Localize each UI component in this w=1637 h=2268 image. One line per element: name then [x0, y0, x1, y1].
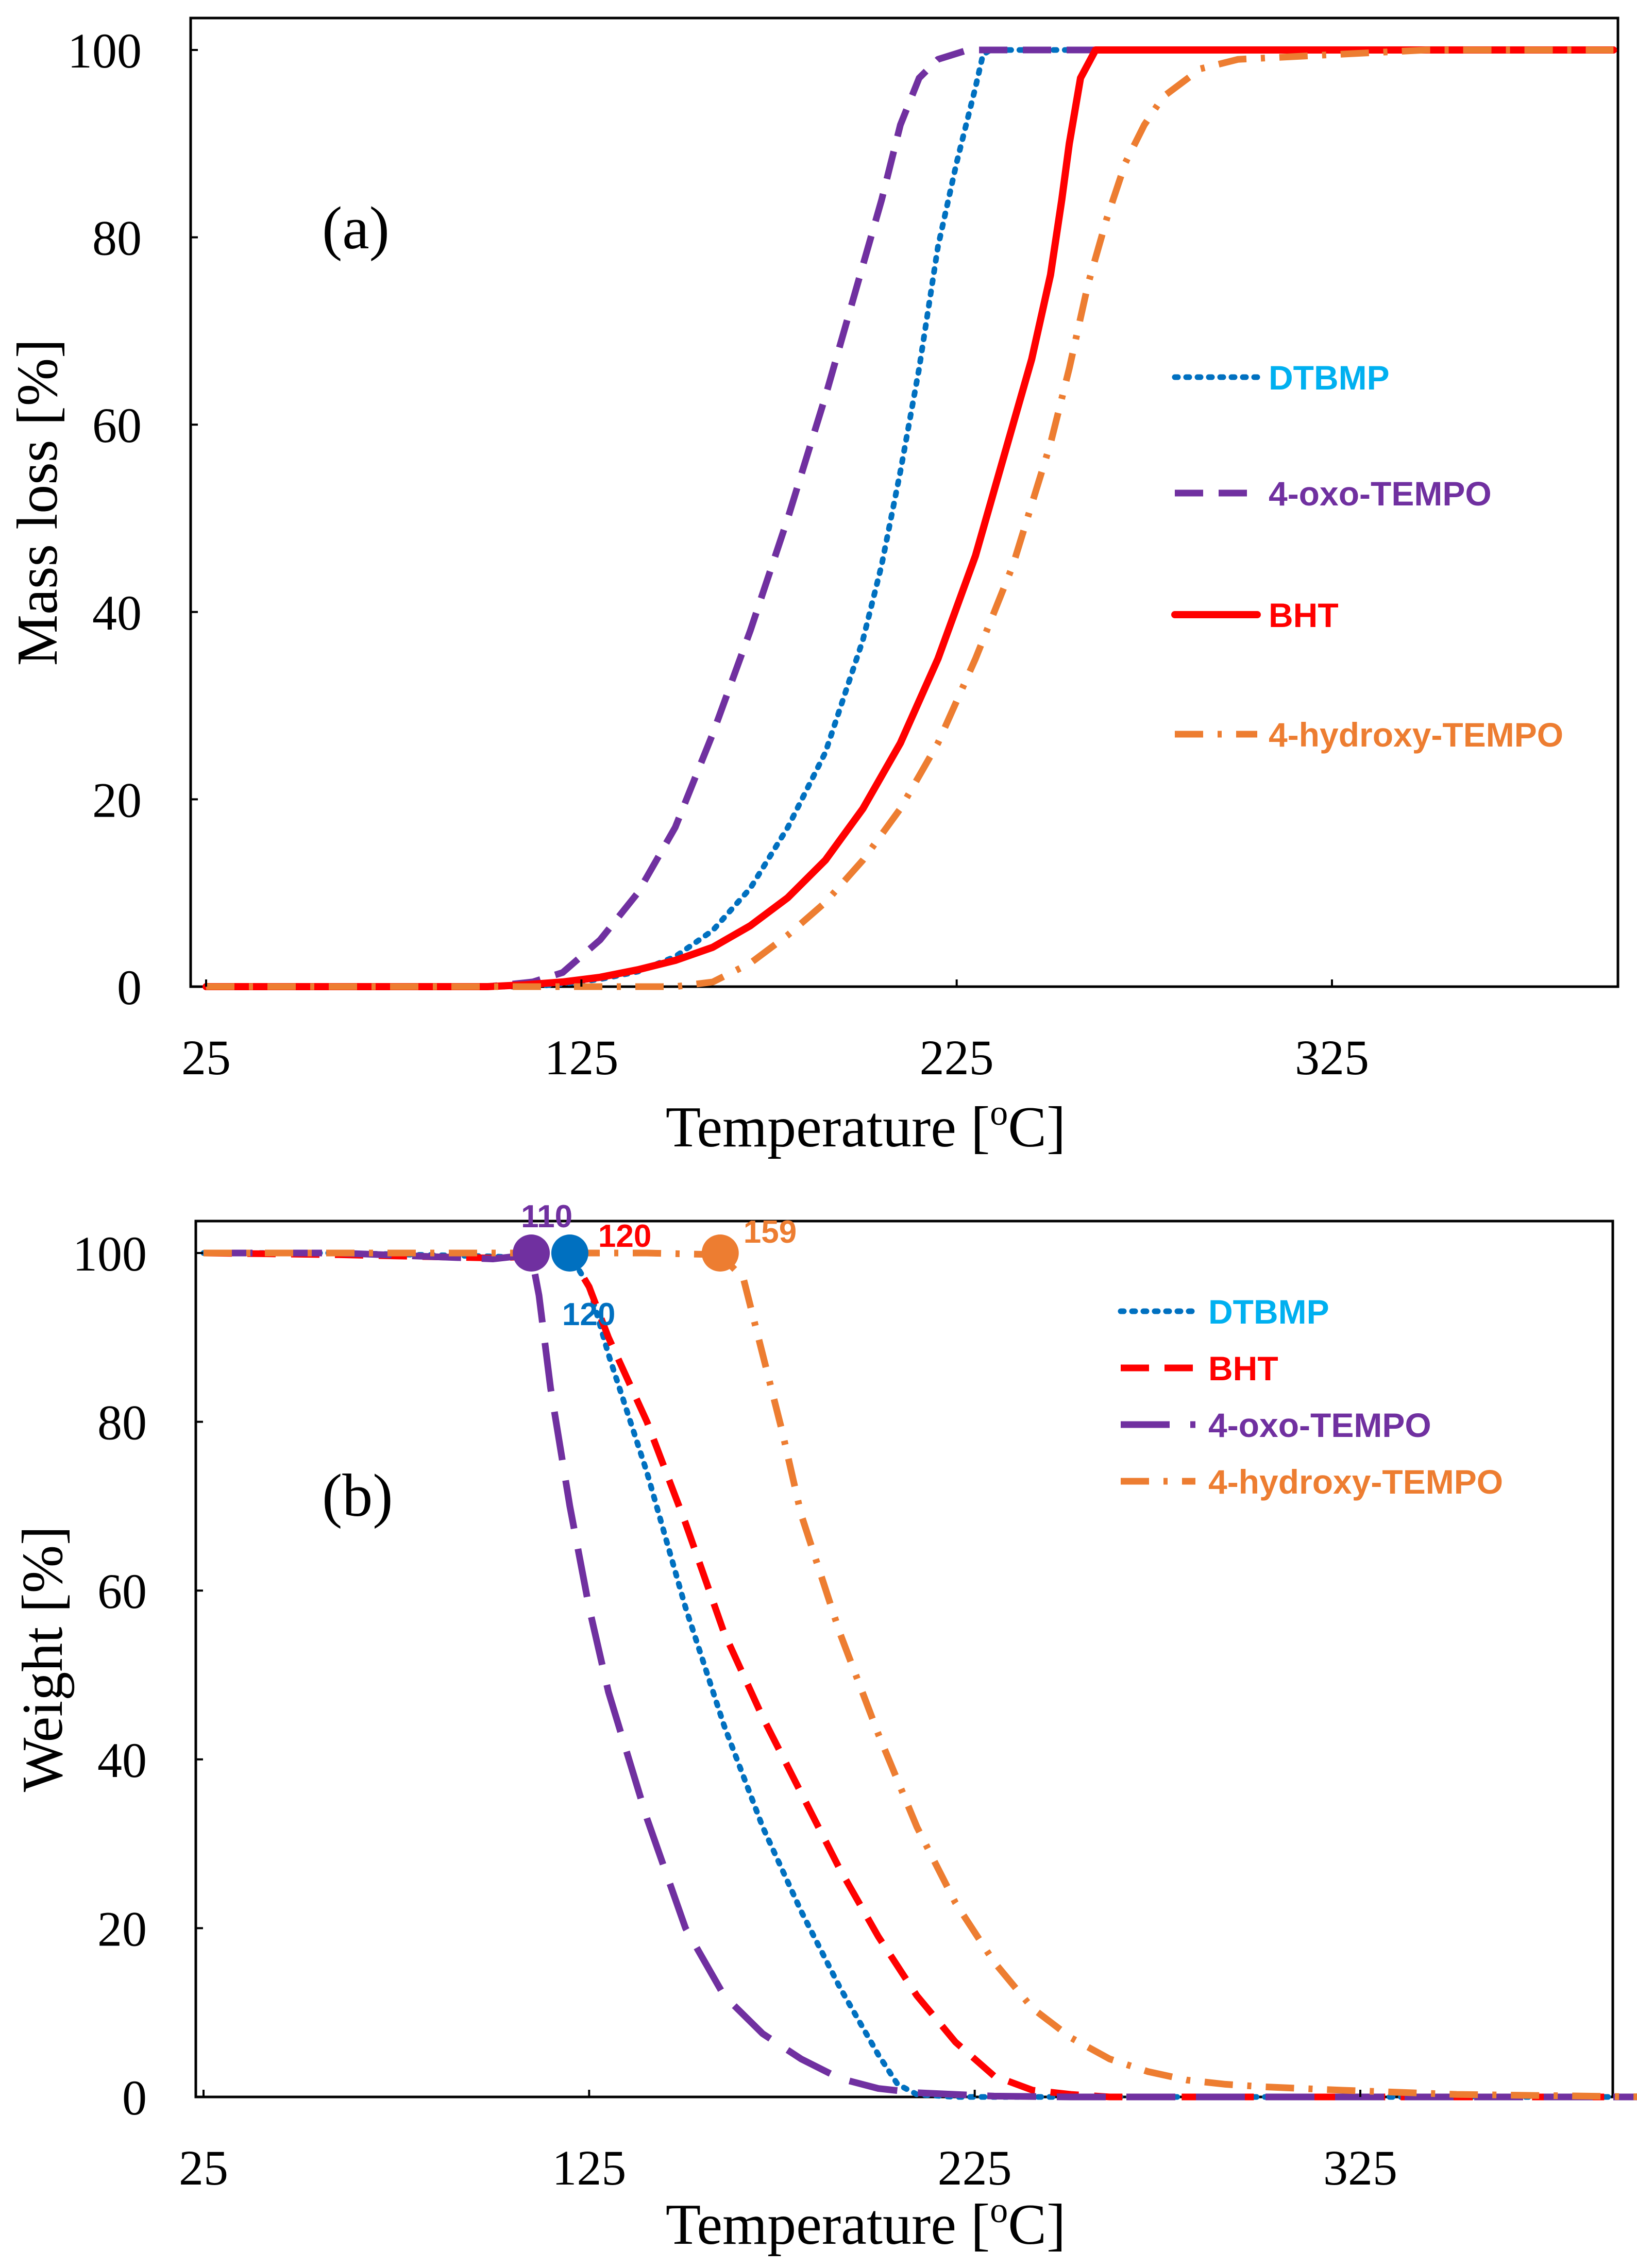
panel-b-label: (b): [322, 1462, 393, 1529]
panel-b-series-group: [200, 1249, 1637, 2101]
panel-b-plot-frame: [194, 1220, 1614, 2098]
panel-b-chart: 0 20 40 60 80 100 25 125 225 325 110 120 120 159 (b…: [11, 1199, 1637, 2257]
y-tick-label: 80: [97, 1395, 147, 1450]
y-tick-label: 40: [92, 585, 142, 640]
panel-b-y-axis-title: Weight [%]: [11, 1526, 75, 1792]
legend-label-bht: BHT: [1208, 1349, 1278, 1387]
y-tick-label: 100: [67, 23, 142, 78]
panel-b-x-axis-title: Temperature [oC]: [666, 2191, 1066, 2257]
series-line-4-hydroxy-tempo: [206, 46, 1614, 990]
legend-label-dtbmp: DTBMP: [1208, 1293, 1329, 1331]
y-tick-label: 100: [73, 1226, 147, 1281]
panel-b-x-ticks: 25 125 225 325: [179, 2090, 1397, 2195]
y-tick-label: 80: [92, 211, 142, 266]
panel-a-x-axis-title: Temperature [oC]: [666, 1093, 1066, 1159]
y-tick-label: 20: [92, 772, 142, 827]
y-tick-label: 60: [92, 398, 142, 453]
legend-label-bht: BHT: [1269, 596, 1339, 634]
y-tick-label: 0: [122, 2070, 147, 2125]
panel-a-x-axis-title-tail: C]: [1008, 1095, 1066, 1159]
legend-label-4-hydroxy-tempo: 4-hydroxy-TEMPO: [1208, 1463, 1503, 1501]
y-tick-label: 0: [117, 960, 142, 1015]
panel-a-x-axis-title-sup: o: [990, 1093, 1008, 1133]
legend-label-4-oxo-tempo: 4-oxo-TEMPO: [1208, 1406, 1431, 1444]
panel-a-plot-frame: [189, 16, 1619, 988]
legend-label-4-hydroxy-tempo: 4-hydroxy-TEMPO: [1269, 716, 1563, 754]
x-tick-label: 325: [1295, 1030, 1369, 1085]
panel-b-onset-annotations: 110 120 120 159: [513, 1199, 797, 1332]
onset-label: 120: [598, 1218, 651, 1254]
panel-b-legend: DTBMP BHT 4-oxo-TEMPO 4-hydroxy-TEMPO: [1118, 1293, 1503, 1501]
y-tick-label: 40: [97, 1733, 147, 1788]
x-tick-label: 125: [544, 1030, 618, 1085]
onset-marker-110-0: [513, 1234, 550, 1272]
panel-b-y-ticks: 0 20 40 60 80 100: [73, 1226, 203, 2125]
x-tick-label: 25: [179, 2140, 228, 2195]
x-tick-label: 225: [938, 2140, 1012, 2195]
series-line-dtbmp: [200, 1250, 1637, 2100]
panel-a-label: (a): [322, 194, 390, 262]
panel-b-x-axis-title-main: Temperature [: [666, 2193, 990, 2257]
onset-label: 159: [744, 1214, 797, 1250]
onset-label: 110: [521, 1199, 572, 1234]
legend-label-dtbmp: DTBMP: [1269, 359, 1390, 397]
x-tick-label: 225: [920, 1030, 994, 1085]
panel-b-x-axis-title-sup: o: [990, 2191, 1008, 2230]
panel-a-series-group: [202, 46, 1617, 990]
series-line-4-oxo-tempo: [204, 1249, 1637, 2101]
panel-a-y-axis-title: Mass loss [%]: [6, 339, 70, 666]
series-line-bht: [203, 1249, 1637, 2101]
legend-label-4-oxo-tempo: 4-oxo-TEMPO: [1269, 475, 1492, 513]
y-tick-label: 60: [97, 1564, 147, 1619]
y-tick-label: 20: [97, 1901, 147, 1956]
series-line-dtbmp: [203, 47, 1616, 990]
panel-a-x-axis-title-main: Temperature [: [666, 1095, 990, 1159]
panel-b-x-axis-title-tail: C]: [1008, 2193, 1066, 2257]
panel-a-legend: DTBMP 4-oxo-TEMPO BHT 4-hydroxy-TEMPO: [1171, 359, 1563, 754]
panel-a-y-ticks: 0 20 40 60 80 100: [67, 23, 198, 1015]
series-line-4-hydroxy-tempo: [204, 1249, 1637, 2101]
panel-a-chart: 0 20 40 60 80 100 25 125 225 325 (a) Mass loss […: [6, 16, 1619, 1159]
x-tick-label: 325: [1323, 2140, 1397, 2195]
x-tick-label: 25: [181, 1030, 231, 1085]
series-line-bht: [202, 46, 1617, 990]
onset-label: 120: [562, 1297, 615, 1332]
panel-a-x-ticks: 25 125 225 325: [181, 979, 1369, 1085]
series-line-4-oxo-tempo: [206, 46, 1614, 990]
onset-marker-120-2: [551, 1234, 588, 1272]
onset-marker-159-3: [701, 1234, 739, 1272]
x-tick-label: 125: [552, 2140, 626, 2195]
